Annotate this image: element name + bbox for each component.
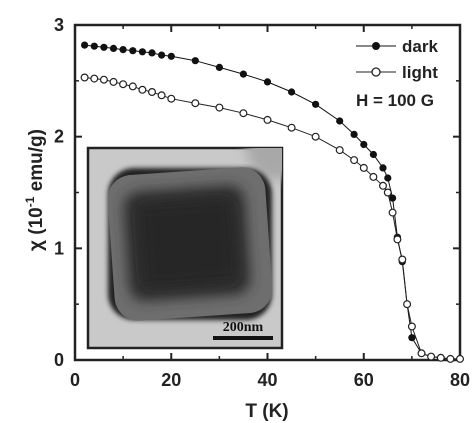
data-point-light (167, 94, 176, 103)
legend-marker-dark (372, 42, 380, 50)
data-point-light (350, 156, 359, 165)
data-point-light (109, 77, 118, 86)
data-point-light (215, 103, 224, 112)
legend-marker-light (371, 67, 381, 77)
data-point-dark (148, 49, 156, 57)
data-point-light (379, 181, 388, 190)
data-point-dark (360, 140, 368, 149)
series-layer (80, 41, 465, 363)
data-point-dark (90, 42, 98, 50)
scale-bar (213, 336, 273, 340)
inset-neighbor-particle (245, 148, 282, 180)
data-point-light (157, 91, 166, 100)
data-point-light (90, 74, 99, 83)
data-point-light (436, 353, 445, 362)
data-point-light (239, 109, 248, 118)
data-point-dark (167, 52, 175, 60)
legend-label-dark: dark (402, 37, 438, 56)
data-point-light (311, 132, 320, 141)
data-point-dark (109, 44, 118, 53)
y-axis-label-exponent: -1 (23, 196, 37, 207)
data-point-light (427, 352, 436, 361)
data-point-light (456, 354, 465, 363)
data-point-light (359, 163, 368, 172)
y-tick-label: 2 (54, 127, 64, 147)
x-tick-label: 20 (161, 370, 181, 390)
data-point-dark (129, 47, 137, 55)
data-point-dark (215, 63, 223, 71)
data-point-light (119, 80, 128, 89)
y-axis-label-unit: emu/g) (26, 129, 47, 197)
series-light (80, 73, 465, 363)
data-point-dark (408, 334, 416, 342)
data-point-light (287, 123, 296, 132)
x-tick-label: 60 (354, 370, 374, 390)
data-point-dark (239, 70, 247, 78)
y-tick-label: 3 (54, 15, 64, 35)
y-axis-label-main: χ (10 (26, 207, 47, 251)
data-point-light (398, 255, 407, 264)
data-point-light (417, 349, 426, 358)
data-point-dark (100, 43, 108, 51)
y-tick-label: 1 (54, 238, 64, 258)
x-axis-label: T (K) (245, 401, 288, 422)
data-point-dark (350, 130, 358, 138)
data-point-light (393, 235, 402, 244)
field-annotation: H = 100 G (356, 91, 434, 110)
data-point-light (128, 82, 137, 91)
data-point-light (407, 322, 416, 331)
data-point-light (369, 172, 378, 181)
data-point-dark (119, 46, 127, 54)
data-point-light (446, 354, 455, 363)
x-tick-label: 40 (257, 370, 277, 390)
data-point-light (148, 87, 157, 96)
data-point-light (138, 85, 147, 94)
y-axis-ticks: 0 1 2 3 (54, 15, 460, 370)
x-tick-label: 80 (450, 370, 470, 390)
data-point-light (99, 75, 108, 84)
data-point-light (335, 146, 344, 155)
data-point-dark (81, 41, 89, 49)
data-point-dark (263, 78, 272, 86)
legend-label-light: light (402, 63, 438, 82)
data-point-dark (158, 51, 166, 59)
data-point-dark (379, 164, 387, 172)
inset-nanocube-core-center (139, 199, 237, 287)
data-point-dark (389, 194, 397, 202)
data-point-dark (191, 57, 199, 65)
inset-tem-image: 200nm (86, 146, 284, 350)
data-point-dark (336, 117, 344, 125)
data-point-dark (288, 88, 296, 96)
data-point-dark (312, 100, 320, 108)
scale-bar-label: 200nm (223, 320, 264, 335)
y-axis-label: χ (10-1 emu/g) (23, 129, 47, 251)
y-tick-label: 0 (54, 350, 64, 370)
data-point-light (403, 300, 412, 309)
data-point-light (383, 188, 392, 197)
data-point-dark (369, 150, 377, 159)
data-point-dark (138, 48, 146, 56)
data-point-light (80, 73, 89, 82)
data-point-light (263, 115, 272, 124)
data-point-dark (384, 174, 392, 182)
x-tick-label: 0 (70, 370, 80, 390)
data-point-light (191, 99, 200, 108)
data-point-light (388, 208, 397, 217)
legend: dark light H = 100 G (356, 37, 438, 110)
